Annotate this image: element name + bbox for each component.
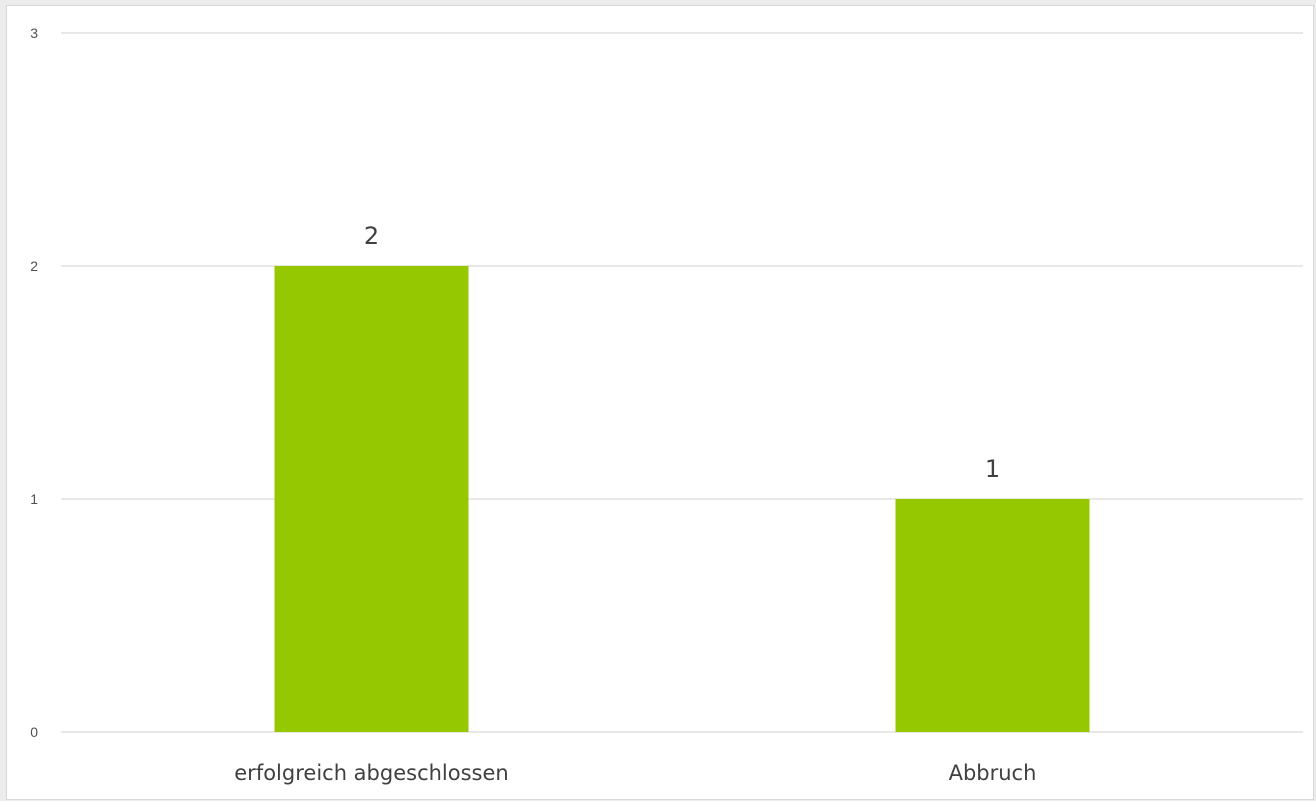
y-tick-label: 2 bbox=[30, 258, 38, 274]
data-label: 2 bbox=[364, 222, 379, 250]
data-labels: 21 bbox=[364, 222, 1000, 483]
bars bbox=[274, 266, 1090, 732]
category-label: erfolgreich abgeschlossen bbox=[234, 761, 508, 785]
data-label: 1 bbox=[985, 455, 1000, 483]
gridlines bbox=[61, 32, 1303, 733]
y-axis-ticks: 0 1 2 3 bbox=[30, 25, 38, 740]
y-tick-label: 3 bbox=[30, 25, 38, 41]
y-tick-label: 1 bbox=[30, 491, 38, 507]
x-axis-categories: erfolgreich abgeschlossen Abbruch bbox=[234, 761, 1036, 785]
y-tick-label: 0 bbox=[30, 724, 38, 740]
bar bbox=[274, 266, 469, 732]
category-label: Abbruch bbox=[949, 761, 1037, 785]
bar bbox=[895, 499, 1090, 732]
